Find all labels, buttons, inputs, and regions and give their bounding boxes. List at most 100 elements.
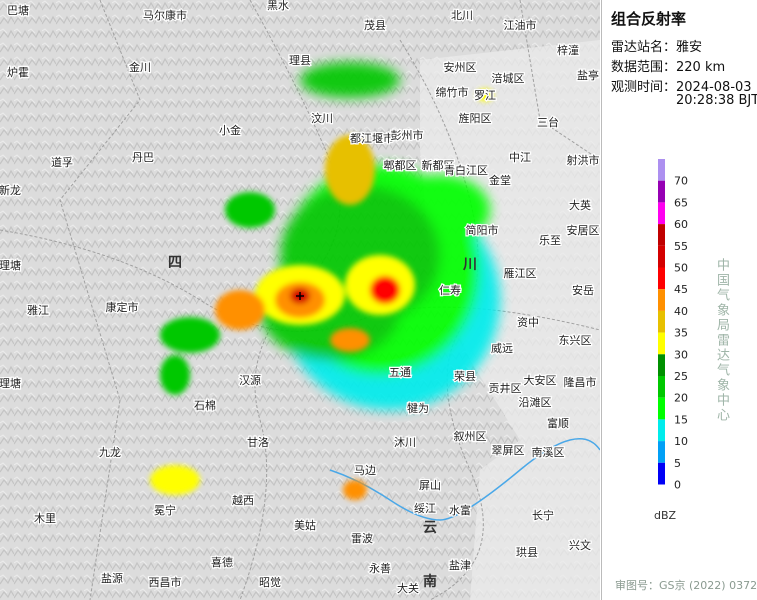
place-label: 丹巴 [132, 151, 154, 164]
place-label: 隆昌市 [564, 375, 597, 389]
place-label: 大安区 [524, 373, 557, 387]
place-label: 雷波 [351, 532, 373, 545]
place-label: 青白江区 [444, 163, 488, 177]
legend-swatch [658, 462, 665, 485]
place-label: 盐源 [101, 571, 123, 585]
place-label: 资中 [517, 316, 539, 329]
place-label: 射洪市 [567, 153, 600, 167]
place-label: 乐至 [539, 234, 561, 247]
place-label: 西昌市 [149, 575, 182, 589]
place-label: 昭觉 [259, 576, 281, 589]
legend-swatch [658, 202, 665, 225]
place-label: 安岳 [572, 283, 594, 297]
legend-label: 55 [674, 240, 688, 253]
place-label: 富顺 [547, 416, 569, 430]
place-label: 三台 [537, 115, 559, 129]
place-label: 汉源 [239, 373, 261, 387]
place-label: 盐津 [449, 559, 471, 572]
legend-swatch [658, 354, 665, 376]
place-label: 都江堰市 [350, 131, 394, 145]
place-label: 美姑 [294, 519, 316, 532]
legend-swatch [658, 310, 665, 333]
date: 2024-08-03 [676, 80, 752, 95]
place-label: 屏山 [419, 479, 441, 492]
place-label: 水富 [449, 503, 471, 517]
place-label: 石棉 [194, 398, 216, 412]
legend-label: 25 [674, 370, 688, 383]
place-label: 四 [168, 255, 182, 271]
place-label: 新龙 [0, 183, 21, 197]
legend-swatch [658, 441, 665, 463]
place-label: 炉霍 [7, 66, 29, 79]
range-label: 数据范围： [611, 60, 677, 75]
legend-label: 0 [674, 479, 681, 492]
legend-label: 40 [674, 305, 688, 318]
place-label: 五通 [389, 366, 411, 379]
place-label: 翠屏区 [492, 444, 525, 457]
place-label: 沐川 [394, 436, 416, 449]
panel-title: 组合反射率 [611, 10, 687, 28]
place-label: 理塘 [0, 376, 21, 390]
legend-label: 70 [674, 175, 688, 188]
place-label: 茂县 [364, 18, 386, 32]
legend-label: 15 [674, 413, 688, 426]
place-label: 汶川 [311, 111, 333, 125]
legend-swatch [658, 289, 665, 311]
place-label: 沿滩区 [519, 395, 552, 409]
place-label: 冕宁 [154, 503, 176, 517]
place-label: 长宁 [532, 508, 554, 522]
info-panel: 组合反射率 雷达站名：雅安 数据范围：220 km 观测时间：2024-08-0… [601, 0, 757, 600]
place-label: 木里 [34, 512, 56, 525]
legend-swatch [658, 267, 665, 290]
place-label: 南 [423, 573, 437, 590]
place-label: 珙县 [516, 545, 538, 559]
place-label: 绵竹市 [436, 85, 469, 99]
legend-swatch [658, 332, 665, 355]
river [329, 438, 600, 521]
place-label: 道孚 [51, 155, 73, 169]
place-label: 康定市 [106, 300, 139, 314]
time-row: 观测时间：2024-08-03 [611, 76, 752, 95]
place-label: 巴塘 [7, 3, 29, 17]
place-label: 彭州市 [391, 128, 424, 142]
legend-label: 60 [674, 218, 688, 231]
place-label: 中江 [509, 151, 531, 164]
place-label: 理县 [289, 54, 311, 67]
legend-swatch [658, 397, 665, 420]
place-label: 喜德 [211, 555, 233, 569]
place-label: 威远 [491, 342, 513, 355]
place-label: 雅江 [27, 303, 49, 317]
place-label: 金川 [129, 60, 151, 74]
station-row: 雷达站名：雅安 [611, 36, 702, 55]
place-label: 犍为 [407, 402, 429, 415]
place-label: 安居区 [567, 223, 600, 237]
legend-swatch [658, 419, 665, 442]
legend-label: 35 [674, 327, 688, 340]
place-label: 荣县 [454, 370, 476, 383]
legend-label: 30 [674, 348, 688, 361]
legend-label: 10 [674, 435, 688, 448]
place-label: 小金 [219, 123, 241, 137]
radar-echo [150, 62, 500, 500]
place-label: 简阳市 [466, 223, 499, 237]
approval-number: 审图号：GS京 (2022) 0372号 [615, 579, 757, 592]
place-label: 新都区 [422, 158, 455, 172]
place-label: 东兴区 [559, 334, 592, 347]
legend-label: 20 [674, 392, 688, 405]
place-label: 罗江 [474, 89, 496, 102]
place-label: 越西 [232, 493, 254, 507]
organization: 中国气象局雷达气象中心 [714, 258, 729, 423]
place-label: 雁江区 [504, 267, 537, 280]
place-label: 郫都区 [384, 158, 417, 172]
place-label: 马边 [354, 464, 376, 477]
place-label: 绥江 [414, 502, 436, 515]
range: 220 km [676, 60, 726, 75]
place-label: 大英 [569, 198, 591, 212]
place-label: 九龙 [99, 446, 121, 459]
station-label: 雷达站名： [611, 40, 677, 55]
place-label: 云 [423, 520, 437, 536]
